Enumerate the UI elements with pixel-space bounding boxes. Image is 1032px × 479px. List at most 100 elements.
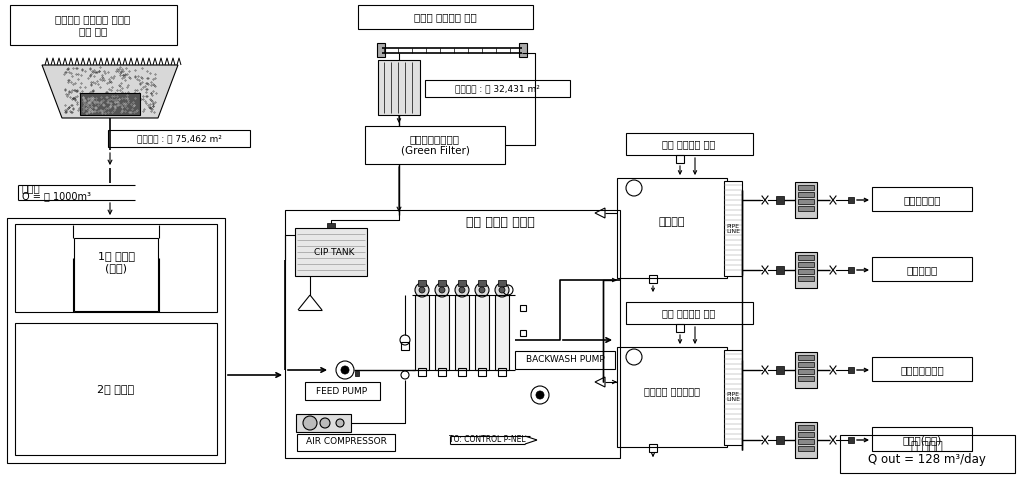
Bar [848,367,854,373]
Bar [798,362,814,367]
Text: TO: CONTROL P-NEL: TO: CONTROL P-NEL [449,435,525,445]
Bar [798,355,814,360]
Circle shape [536,391,544,399]
Text: 총 사용량: 총 사용량 [911,440,943,453]
Bar [520,330,526,336]
Bar [798,432,814,437]
Bar [327,223,335,228]
Bar [617,178,727,278]
Bar [74,238,158,311]
Bar [285,210,620,458]
Text: 2차 저류조: 2차 저류조 [97,384,134,394]
Circle shape [415,283,429,297]
Text: Q = 총 1000m³: Q = 총 1000m³ [22,191,91,201]
Bar [626,302,753,324]
Bar [498,280,506,286]
Bar [795,182,817,218]
Text: 습지유지용: 습지유지용 [906,265,938,275]
Bar [798,446,814,451]
Bar [80,93,140,115]
Bar [297,434,395,451]
Bar [617,347,727,447]
Bar [10,5,178,45]
Text: PIPE
LINE: PIPE LINE [725,392,740,402]
Bar [455,295,469,370]
Text: 처리수조: 처리수조 [658,217,685,227]
Circle shape [336,419,344,427]
Bar [15,323,217,455]
Bar [649,444,657,452]
Bar [478,280,486,286]
Bar [626,133,753,155]
Circle shape [303,416,317,430]
Bar [798,206,814,211]
Circle shape [419,287,425,293]
Circle shape [459,287,465,293]
Bar [401,342,409,350]
Bar [776,366,784,374]
Bar [776,196,784,204]
Text: 다기능성 여재층을 이용한
녹지 집수: 다기능성 여재층을 이용한 녹지 집수 [56,14,131,36]
Bar [295,228,367,276]
Bar [377,43,385,57]
Text: 정밀 여과막 시스템: 정밀 여과막 시스템 [465,216,535,228]
Bar [415,295,429,370]
Bar [676,324,684,332]
Circle shape [475,283,489,297]
Bar [15,224,217,312]
Bar [355,371,359,376]
Text: 화장실세정용수: 화장실세정용수 [900,365,944,375]
Circle shape [320,418,330,428]
Bar [365,126,505,164]
Circle shape [479,287,485,293]
Bar [520,305,526,311]
Bar [798,185,814,190]
Bar [378,60,420,115]
Bar [798,192,814,197]
Bar [798,425,814,430]
Text: 급수전(청소): 급수전(청소) [902,435,941,445]
Bar [795,422,817,458]
Circle shape [439,287,445,293]
Text: 기존 상수도관 연결: 기존 상수도관 연결 [663,139,715,149]
Bar [840,435,1015,473]
Bar [724,181,742,276]
Bar [872,187,972,211]
Bar [776,436,784,444]
Bar [418,368,426,376]
Bar [519,43,527,57]
Text: 조경용수이용: 조경용수이용 [903,195,941,205]
Circle shape [455,283,469,297]
Bar [798,199,814,204]
Bar [795,252,817,288]
Text: 도로용수 중계펌프조: 도로용수 중계펌프조 [644,386,700,396]
Bar [872,257,972,281]
Circle shape [341,366,349,374]
Bar [438,280,446,286]
Bar [475,295,489,370]
Bar [305,382,380,400]
Bar [498,368,506,376]
Bar [676,155,684,163]
Bar [458,280,466,286]
Bar [776,266,784,274]
Bar [798,369,814,374]
Bar [848,267,854,273]
Polygon shape [42,65,178,118]
Circle shape [499,287,505,293]
Text: AIR COMPRESSOR: AIR COMPRESSOR [305,437,386,446]
Text: 집수면적 : 총 75,462 m²: 집수면적 : 총 75,462 m² [136,134,222,143]
Bar [438,368,446,376]
Text: 저류조: 저류조 [22,183,40,193]
Bar [418,280,426,286]
Text: FEED PUMP: FEED PUMP [317,387,367,396]
Bar [795,352,817,388]
Text: CIP TANK: CIP TANK [315,248,355,256]
Bar [458,368,466,376]
Bar [478,368,486,376]
Bar [436,295,449,370]
Text: 초기빗물처리장치
(Green Filter): 초기빗물처리장치 (Green Filter) [400,134,470,156]
Bar [296,414,351,432]
Bar [358,5,533,29]
Text: 1차 저류조
(침전): 1차 저류조 (침전) [97,251,134,273]
